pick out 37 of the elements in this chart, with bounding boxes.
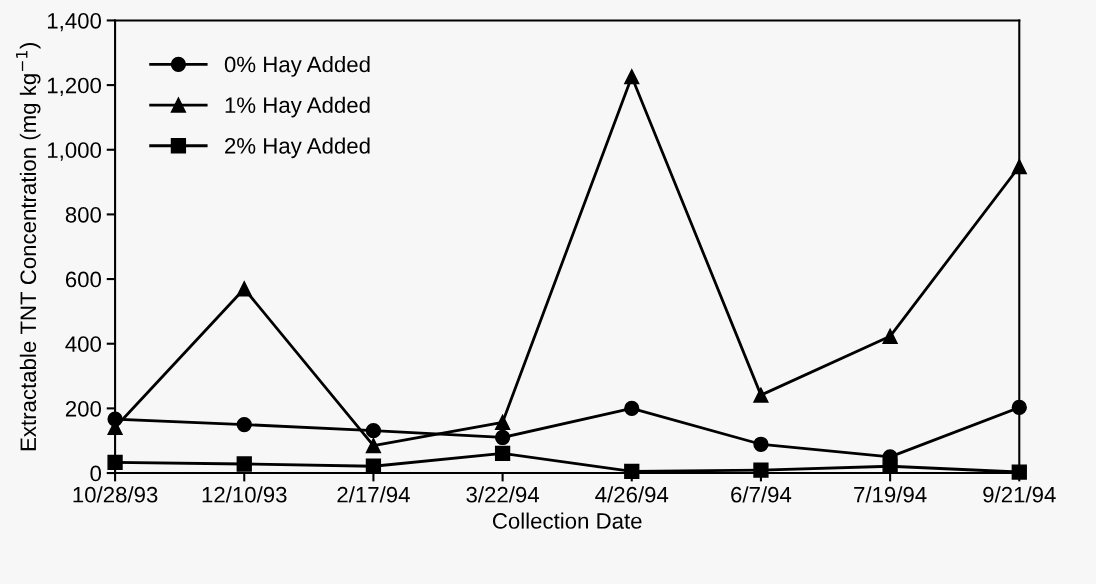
y-tick-label: 1,200: [47, 77, 102, 96]
x-tick-label: 4/26/94: [595, 486, 669, 503]
y-axis-title: Extractable TNT Concentration (mg kg$^{−1}$): [16, 43, 41, 451]
x-tick-label: 6/7/94: [731, 486, 792, 503]
point: [753, 436, 769, 452]
x-tick-label: 7/19/94: [854, 486, 927, 503]
point: [236, 416, 252, 433]
x-tick-label: 2/17/94: [337, 486, 410, 503]
y-tick-label: 0: [90, 465, 102, 482]
point: [753, 462, 769, 478]
legend-label: 2% Hay Added: [225, 137, 370, 159]
y-tick-label: 1,400: [47, 12, 102, 32]
x-axis-title: Collection Date: [492, 512, 642, 529]
y-tick-label: 600: [65, 271, 102, 288]
point: [882, 458, 898, 474]
y-tick-label: 400: [65, 336, 102, 352]
point: [624, 400, 640, 417]
x-tick-label: 10/28/93: [73, 486, 158, 503]
legend-label: 1% Hay Added: [225, 96, 370, 118]
x-tick-label: 3/22/94: [466, 486, 540, 503]
x-tick-label: 9/21/94: [983, 486, 1056, 503]
point: [624, 69, 640, 85]
point: [753, 387, 769, 403]
point: [365, 437, 382, 454]
point: [236, 456, 252, 472]
y-tick-label: 1,000: [47, 142, 102, 161]
y-tick-label: 800: [65, 206, 102, 223]
point: [107, 454, 123, 471]
point: [494, 429, 511, 446]
point: [882, 328, 898, 344]
point: [365, 423, 382, 439]
point: [236, 281, 252, 297]
point: [494, 414, 511, 430]
legend-label: 0% Hay Added: [224, 56, 370, 77]
x-tick-label: 12/10/93: [202, 486, 287, 503]
point: [494, 445, 511, 461]
y-tick-label: 200: [65, 400, 102, 417]
